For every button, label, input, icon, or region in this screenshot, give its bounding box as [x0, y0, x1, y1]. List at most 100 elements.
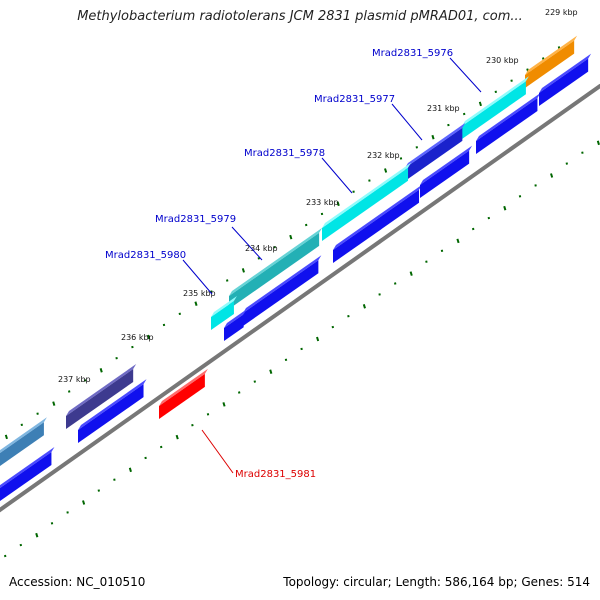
- gc-dot: [456, 238, 460, 244]
- forward-cds-7: [224, 309, 247, 341]
- tick-label: 237 kbp: [58, 375, 91, 384]
- cog-feature-blue: [405, 122, 466, 181]
- gene-label[interactable]: Mrad2831_5976: [372, 48, 453, 59]
- gene-label[interactable]: Mrad2831_5978: [244, 148, 325, 159]
- gc-dot: [175, 434, 179, 440]
- gc-dot: [147, 334, 151, 340]
- forward-cds-4-face: [420, 150, 470, 198]
- gc-dot: [336, 201, 340, 207]
- gc-dot: [52, 401, 56, 406]
- cog-feature-purple-top: [66, 363, 137, 416]
- gc-dot: [4, 434, 8, 440]
- cog-feature-cyan-3-top: [211, 295, 237, 317]
- gene-label[interactable]: Mrad2831_5980: [105, 250, 186, 261]
- gc-dot: [82, 500, 86, 505]
- cog-feature-cyan-2-face: [322, 167, 409, 241]
- cog-feature-purple: [66, 363, 137, 429]
- gc-dot: [384, 168, 388, 173]
- gene-leader-line: [321, 157, 353, 194]
- forward-cds-0-top: [0, 446, 55, 488]
- forward-cds-3-face: [333, 189, 420, 263]
- cog-feature-steel: [0, 417, 47, 466]
- forward-cds-2-face: [243, 260, 319, 326]
- cog-feature-cyan-3-face: [211, 300, 234, 330]
- gene-leader-line: [201, 429, 234, 474]
- reverse-cds-track: [159, 368, 208, 419]
- reverse-cds-mrad2831-5981: [159, 368, 208, 419]
- gc-dot: [194, 301, 198, 306]
- forward-cds-track: [0, 53, 592, 501]
- tick-label: 235 kbp: [183, 289, 216, 298]
- cog-feature-cyan-2-top: [322, 162, 412, 228]
- cog-feature-cyan-2: [322, 162, 412, 241]
- topology-stats-label: Topology: circular; Length: 586,164 bp; …: [283, 575, 590, 589]
- cog-feature-teal-face: [229, 232, 320, 309]
- gene-leader-line: [231, 226, 263, 261]
- cog-feature-blue-top: [405, 122, 466, 168]
- forward-cds-2: [243, 255, 322, 326]
- gc-dot: [550, 173, 554, 178]
- gc-dot: [478, 101, 482, 107]
- gene-label[interactable]: Mrad2831_5979: [155, 214, 236, 225]
- gc-dot: [222, 402, 226, 407]
- tick-label: 229 kbp: [545, 8, 578, 17]
- tick-label: 231 kbp: [427, 104, 460, 113]
- gc-dot: [269, 369, 273, 374]
- forward-cds-4-top: [420, 145, 473, 185]
- gc-dot: [35, 532, 39, 538]
- tick-labels: 229 kbp 230 kbp 231 kbp 232 kbp 233 kbp 234 k…: [58, 8, 578, 384]
- genome-backbone: [0, 84, 600, 513]
- forward-cds-6-top: [539, 53, 592, 93]
- cog-feature-purple-face: [66, 368, 134, 429]
- gc-dot: [128, 467, 132, 473]
- cog-feature-blue-face: [405, 127, 463, 181]
- forward-cds-5-top: [476, 92, 541, 141]
- gene-leader-line: [449, 57, 482, 93]
- gene-leader-line: [391, 103, 423, 141]
- gc-dot: [362, 304, 366, 309]
- cog-feature-orange-top: [525, 35, 578, 75]
- forward-cds-5: [476, 92, 541, 154]
- gene-labels: Mrad2831_5976 Mrad2831_5977 Mrad2831_5978 M…: [105, 48, 482, 480]
- forward-cds-7-face: [224, 314, 244, 341]
- cog-feature-cyan-3: [211, 295, 237, 330]
- forward-cds-0-face: [0, 451, 52, 501]
- gc-dot: [241, 268, 245, 273]
- tick-label: 233 kbp: [306, 198, 339, 207]
- cog-feature-teal-top: [229, 227, 323, 296]
- reverse-cds-mrad2831-5981-top: [159, 368, 208, 406]
- gc-dot: [409, 271, 413, 276]
- cog-feature-track: [0, 35, 578, 466]
- gene-label[interactable]: Mrad2831_5981: [235, 469, 316, 480]
- cog-feature-cyan-1-top: [462, 76, 529, 126]
- gc-dot: [596, 140, 600, 146]
- tick-label: 230 kbp: [486, 56, 519, 65]
- gene-leader-line: [182, 259, 213, 295]
- gc-dot: [289, 234, 293, 240]
- forward-cds-3-top: [333, 184, 423, 250]
- tick-label: 232 kbp: [367, 151, 400, 160]
- forward-cds-6: [539, 53, 592, 106]
- gc-skew-dots-outer: [4, 46, 561, 440]
- gc-dot: [316, 336, 320, 342]
- gene-label[interactable]: Mrad2831_5977: [314, 94, 395, 105]
- cog-feature-steel-face: [0, 422, 44, 466]
- cog-feature-orange-face: [525, 40, 575, 88]
- map-title: Methylobacterium radiotolerans JCM 2831 …: [77, 9, 523, 24]
- tick-label: 234 kbp: [245, 244, 278, 253]
- gc-dot: [431, 134, 435, 140]
- reverse-cds-mrad2831-5981-face: [159, 373, 205, 419]
- forward-cds-1: [78, 379, 147, 443]
- forward-cds-2-top: [243, 255, 322, 313]
- forward-cds-0: [0, 446, 55, 501]
- forward-cds-6-face: [539, 58, 589, 106]
- cog-feature-steel-top: [0, 417, 47, 453]
- forward-cds-1-face: [78, 384, 144, 443]
- accession-label: Accession: NC_010510: [9, 575, 146, 589]
- gc-dot: [503, 205, 507, 211]
- tick-label: 236 kbp: [121, 333, 154, 342]
- cog-feature-orange: [525, 35, 578, 88]
- gc-dot: [99, 368, 103, 373]
- forward-cds-3: [333, 184, 423, 263]
